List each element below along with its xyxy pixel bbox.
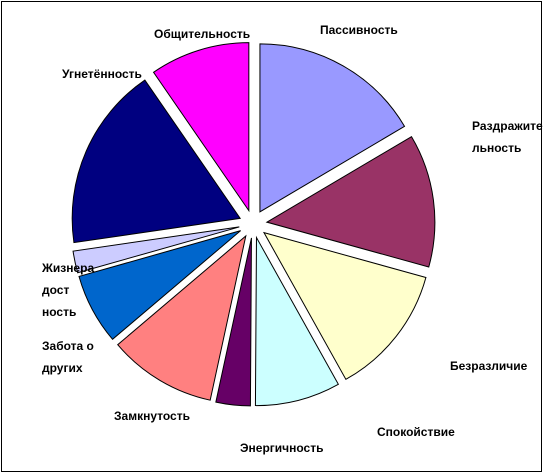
slice-label-6: Замкнутость bbox=[114, 409, 190, 423]
pie-slice-7 bbox=[78, 230, 241, 341]
slice-label-line: Жизнера bbox=[41, 261, 94, 275]
slice-label-3: Безразличие bbox=[450, 359, 528, 373]
slice-label-line: Замкнутость bbox=[114, 409, 190, 423]
slice-label-line: Энергичность bbox=[240, 441, 323, 455]
slice-label-line: Безразличие bbox=[450, 359, 528, 373]
pie-slice-3 bbox=[262, 231, 427, 381]
slice-label-line: других bbox=[42, 361, 83, 375]
slice-label-line: Угнетённость bbox=[62, 67, 142, 81]
slice-label-10: Общительность bbox=[154, 27, 250, 41]
pie-slice-2 bbox=[265, 135, 436, 268]
slice-label-line: ность bbox=[42, 305, 76, 319]
slice-label-2: Раздражите льность bbox=[472, 119, 543, 155]
pie-slice-10 bbox=[152, 42, 250, 213]
pie-slice-1 bbox=[259, 43, 406, 213]
slice-label-1: Пассивность bbox=[320, 23, 398, 37]
slice-label-line: дост bbox=[42, 283, 69, 297]
slice-label-9: Угнетённость bbox=[62, 67, 142, 81]
slice-label-4: Спокойствие bbox=[377, 425, 455, 439]
slice-label-line: Спокойствие bbox=[377, 425, 455, 439]
slice-label-5: Энергичность bbox=[240, 441, 323, 455]
slice-label-line: Общительность bbox=[154, 27, 250, 41]
slice-label-line: Забота о bbox=[42, 339, 94, 353]
pie-slice-8 bbox=[72, 226, 240, 274]
slice-label-8: Жизнера дост ность bbox=[41, 261, 94, 319]
pie-slice-4 bbox=[254, 235, 340, 407]
pie-slice-9 bbox=[71, 79, 242, 244]
slice-label-line: Пассивность bbox=[320, 23, 398, 37]
slice-label-line: льность bbox=[472, 141, 521, 155]
slice-label-7: Забота о других bbox=[42, 339, 94, 375]
pie-slice-6 bbox=[117, 234, 247, 401]
slice-label-line: Раздражите bbox=[472, 119, 543, 133]
pie-slice-5 bbox=[215, 237, 252, 407]
